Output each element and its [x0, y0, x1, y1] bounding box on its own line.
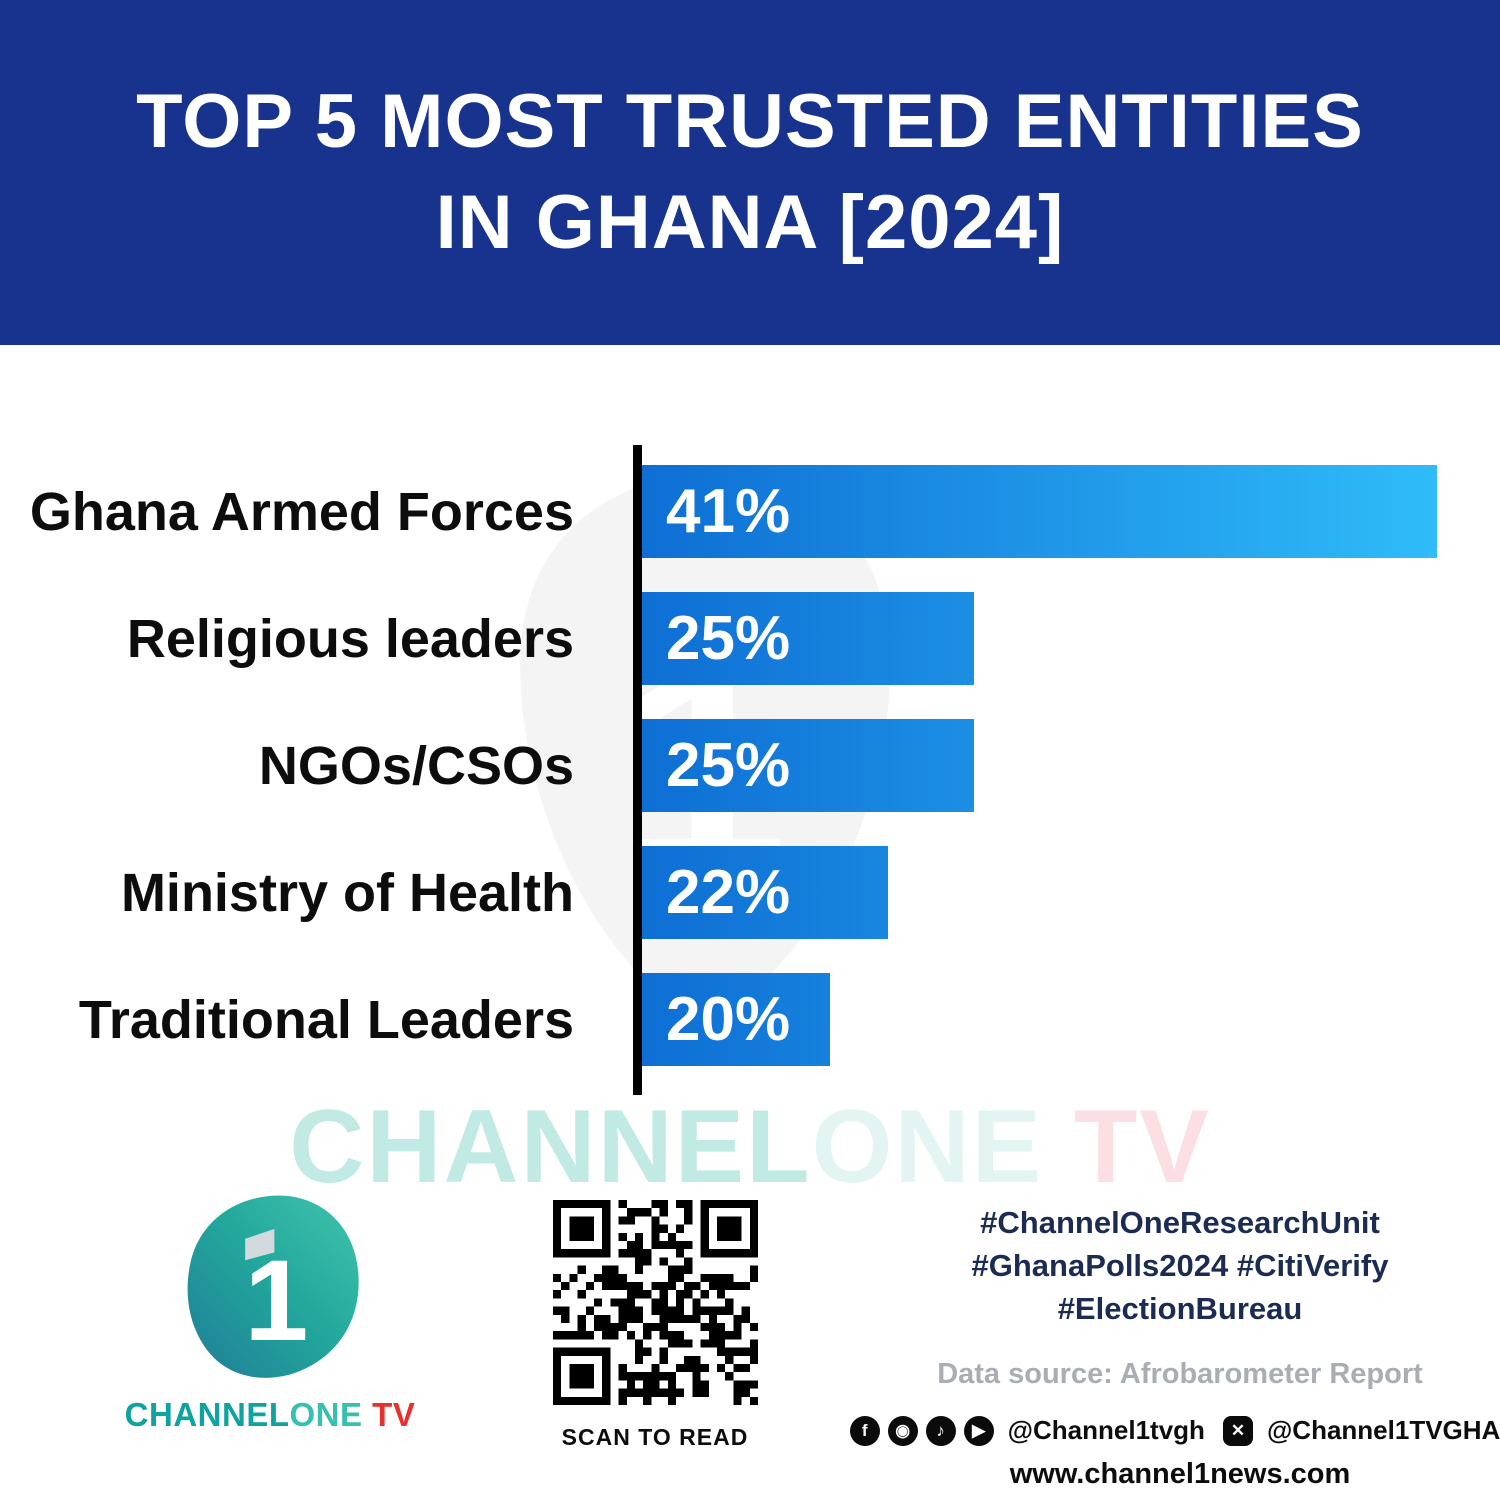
youtube-icon: ▶ [963, 1415, 994, 1446]
bar-track: 20% [604, 973, 1437, 1066]
bar-row-ministry-of-health: Ministry of Health 22% [0, 846, 1500, 939]
logo-word-one: ONE [289, 1396, 363, 1433]
logo-digit: 1 [244, 1237, 308, 1365]
bar-track: 25% [604, 719, 1437, 812]
bar-value-label: 20% [666, 985, 791, 1054]
bar-track: 25% [604, 592, 1437, 685]
bar-row-ngos-csos: NGOs/CSOs 25% [0, 719, 1500, 812]
bar-category-label: Ghana Armed Forces [29, 481, 574, 542]
logo-wordmark: CHANNELONE TV [115, 1396, 425, 1434]
page-title-line1: TOP 5 MOST TRUSTED ENTITIES [136, 79, 1364, 165]
page-title-line2: IN GHANA [2024] [435, 179, 1065, 265]
tiktok-icon: ♪ [925, 1415, 956, 1446]
hashtag-line-1: #ChannelOneResearchUnit [980, 1205, 1380, 1240]
bar-traditional-leaders: 20% [642, 973, 830, 1066]
logo-word-channel: CHANNEL [124, 1396, 290, 1433]
bar-value-label: 25% [666, 604, 791, 673]
header-banner: TOP 5 MOST TRUSTED ENTITIES IN GHANA [20… [0, 0, 1500, 345]
bar-row-ghana-armed-forces: Ghana Armed Forces 41% [0, 465, 1500, 558]
channel-one-watermark: CHANNELONE TV [0, 1088, 1500, 1207]
data-source-note: Data source: Afrobarometer Report [937, 1358, 1423, 1391]
bar-value-label: 22% [666, 858, 791, 927]
bar-row-religious-leaders: Religious leaders 25% [0, 592, 1500, 685]
bar-value-label: 41% [666, 477, 791, 546]
bar-value-label: 25% [666, 731, 791, 800]
website-url: www.channel1news.com [1009, 1458, 1351, 1491]
hashtag-line-2: #GhanaPolls2024 #CitiVerify [971, 1247, 1389, 1283]
channel-one-logo: 1 CHANNELONE TV [115, 1190, 425, 1434]
bar-track: 41% [604, 465, 1437, 558]
hashtags: #ChannelOneResearchUnit #GhanaPolls2024 … [900, 1202, 1460, 1330]
page-title: TOP 5 MOST TRUSTED ENTITIES IN GHANA [20… [136, 72, 1364, 273]
bar-chart: 1 Ghana Armed Forces 41% Religious leade… [0, 445, 1500, 1095]
social-handle-x: @Channel1TVGHA [1266, 1415, 1500, 1446]
social-handle-main: @Channel1tvgh [1007, 1415, 1205, 1446]
qr-code [552, 1200, 758, 1405]
bar-category-label: NGOs/CSOs [258, 735, 574, 796]
social-row: f ◉ ♪ ▶ @Channel1tvgh ✕ @Channel1TVGHA [849, 1415, 1500, 1446]
bar-ghana-armed-forces: 41% [642, 465, 1437, 558]
bar-category-label: Traditional Leaders [78, 989, 574, 1050]
bar-category-label: Religious leaders [126, 608, 574, 669]
watermark-tv: TV [1073, 1089, 1211, 1205]
footer-info-block: #ChannelOneResearchUnit #GhanaPolls2024 … [849, 1202, 1500, 1491]
bar-ministry-of-health: 22% [642, 846, 888, 939]
bar-category-label: Ministry of Health [120, 862, 574, 923]
logo-word-tv: TV [362, 1396, 416, 1433]
bar-track: 22% [604, 846, 1437, 939]
bar-ngos-csos: 25% [642, 719, 975, 812]
qr-block: SCAN TO READ [540, 1200, 770, 1451]
facebook-icon: f [849, 1415, 880, 1446]
instagram-icon: ◉ [887, 1415, 918, 1446]
qr-caption: SCAN TO READ [561, 1424, 749, 1450]
channel-one-logo-icon: 1 [187, 1195, 359, 1378]
chart-axis-line [633, 445, 642, 1095]
x-icon: ✕ [1222, 1415, 1253, 1446]
watermark-channel: CHANNEL [289, 1089, 812, 1205]
bar-row-traditional-leaders: Traditional Leaders 20% [0, 973, 1500, 1066]
hashtag-line-3: #ElectionBureau [1057, 1290, 1303, 1326]
watermark-one: ONE [811, 1089, 1043, 1205]
chart-rows: Ghana Armed Forces 41% Religious leaders… [0, 465, 1500, 1066]
bar-religious-leaders: 25% [642, 592, 975, 685]
